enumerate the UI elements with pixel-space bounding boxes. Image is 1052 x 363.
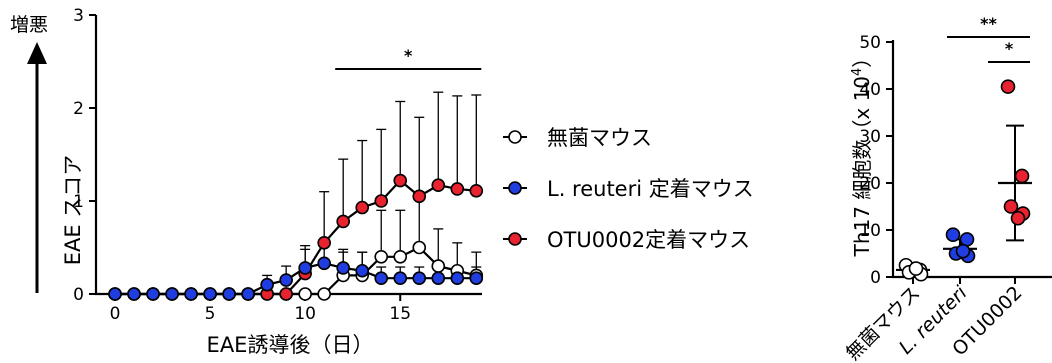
data-point-1 [279,273,293,287]
data-point-1 [184,287,198,301]
left-y-tick-label: 0 [73,285,84,305]
series-line-0 [115,246,477,296]
data-point-1 [260,277,274,292]
right-significance-mark: * [1005,39,1014,58]
data-point-2 [355,200,370,215]
data-point-1 [412,271,427,285]
data-point-1 [127,287,141,301]
left-x-tick-label: 0 [110,304,121,324]
right-y-tick-label: 20 [859,174,881,194]
legend-marker-1 [508,181,522,195]
left-x-tick-label: 15 [389,304,411,324]
data-point-2 [412,189,427,204]
legend: 無菌マウス L. reuteri 定着マウス OTU0002定着マウス [503,126,754,252]
left-y-axis-label: EAE スコア [61,155,85,266]
right-y-tick-label: 0 [870,268,881,288]
data-point-0 [393,249,408,264]
data-point-0 [412,240,427,255]
right-y-tick-label: 10 [859,221,881,241]
legend-label-1: L. reuteri 定着マウス [547,177,754,201]
group-point [908,261,924,276]
legend-marker-2 [508,232,522,246]
left-y-tick-label: 1 [73,192,84,212]
data-point-0 [431,259,446,273]
left-series-layer [108,91,484,301]
data-point-1 [146,287,160,301]
data-point-2 [374,194,389,208]
group-point [1010,210,1026,226]
left-y-tick-label: 3 [73,6,84,26]
data-point-1 [374,271,389,285]
left-significance: * [335,46,482,70]
data-point-2 [279,287,293,301]
data-point-2 [450,182,465,196]
data-point-0 [298,287,312,301]
data-point-0 [374,249,389,264]
data-point-1 [165,287,179,301]
group-point [1014,168,1030,184]
data-point-1 [108,287,122,301]
right-y-tick-label: 40 [859,80,881,100]
right-significance-mark: ** [980,14,997,33]
right-y-tick-label: 50 [859,33,881,53]
data-point-1 [469,271,484,285]
legend-label-0: 無菌マウス [547,126,652,150]
right-significance: *** [947,14,1030,63]
legend-label-2: OTU0002定着マウス [547,228,750,252]
group-point [955,243,971,259]
data-point-2 [336,214,350,229]
data-point-0 [317,287,331,301]
left-y-tick-label: 2 [73,99,84,119]
data-point-1 [298,261,312,275]
data-point-1 [393,271,408,285]
data-point-2 [469,183,484,198]
data-point-1 [431,271,446,285]
side-label: 増悪 [10,14,48,36]
data-point-1 [355,263,370,278]
legend-marker-0 [508,130,522,144]
right-y-axis-label-close: ） [850,48,874,68]
left-x-tick-label: 5 [205,304,216,324]
data-point-1 [241,287,255,301]
data-point-1 [450,271,465,285]
exacerbation-arrow-head [27,42,47,64]
group-point [1003,199,1019,214]
data-point-2 [317,236,331,250]
right-y-ticks: 0 10 20 30 40 50 [859,33,893,288]
group-point [1000,79,1016,94]
left-significance-mark: * [404,46,413,65]
left-x-axis-label: EAE誘導後（日） [207,333,374,357]
right-y-axis-label: Th17 細胞数（x 104） [850,48,874,258]
right-y-axis-label-main: Th17 細胞数（x 10 [850,76,874,257]
data-point-1 [336,261,350,275]
right-y-tick-label: 30 [859,127,881,147]
group-point [945,227,961,242]
data-point-1 [222,287,236,301]
data-point-2 [431,178,446,192]
right-y-axis-label-sup: 4 [850,68,865,76]
data-point-2 [393,173,408,188]
left-y-ticks: 0 1 2 3 [73,6,96,305]
right-groups-layer [896,79,1032,282]
data-point-1 [317,256,331,271]
left-x-tick-label: 10 [294,304,316,324]
data-point-1 [203,287,217,301]
